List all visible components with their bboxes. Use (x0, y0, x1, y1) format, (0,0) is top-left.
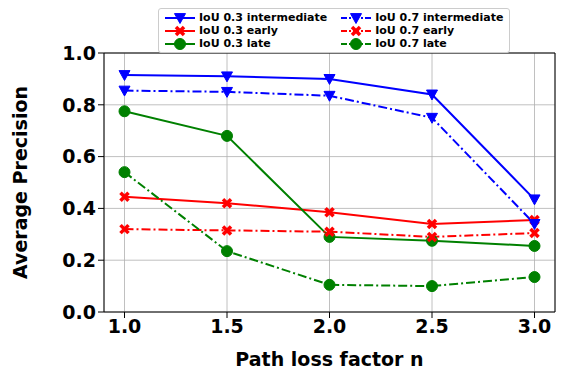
svg-text:Path loss factor n: Path loss factor n (235, 348, 423, 370)
svg-text:0.4: 0.4 (62, 197, 96, 219)
html-text:IoU 0.3 early: IoU 0.3 early (199, 24, 278, 37)
html-text:IoU 0.3 late: IoU 0.3 late (199, 37, 271, 50)
html-text:IoU 0.7 early: IoU 0.7 early (375, 24, 455, 37)
svg-text:1.0: 1.0 (62, 42, 96, 64)
html-text:IoU 0.3 intermediate: IoU 0.3 intermediate (199, 11, 328, 24)
svg-text:0.2: 0.2 (62, 249, 96, 271)
svg-text:3.0: 3.0 (518, 315, 552, 337)
svg-text:2.0: 2.0 (313, 315, 347, 337)
svg-text:2.5: 2.5 (415, 315, 449, 337)
html-text:IoU 0.7 late: IoU 0.7 late (375, 37, 447, 50)
svg-text:0.6: 0.6 (62, 145, 96, 167)
svg-text:1.0: 1.0 (108, 315, 142, 337)
svg-text:0.8: 0.8 (62, 94, 96, 116)
svg-text:0.0: 0.0 (62, 301, 96, 323)
html-text:IoU 0.7 intermediate: IoU 0.7 intermediate (375, 11, 504, 24)
svg-text:1.5: 1.5 (210, 315, 244, 337)
svg-text:Average Precision: Average Precision (9, 86, 31, 279)
